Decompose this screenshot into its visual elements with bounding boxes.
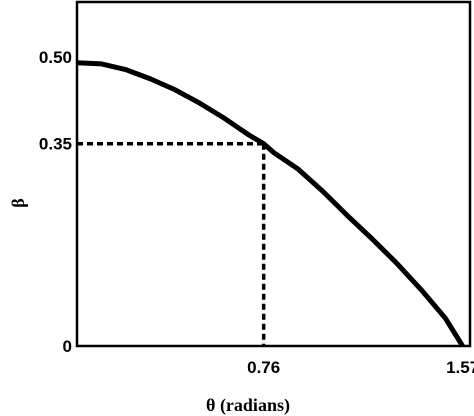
- y-tick-label-0: 0: [63, 337, 72, 356]
- y-tick-label-2: 0.50: [39, 48, 72, 67]
- guide-lines: [77, 141, 266, 346]
- y-axis-label: β: [8, 198, 28, 207]
- series-line-0: [76, 60, 465, 348]
- x-tick-label-0: 0.76: [247, 358, 280, 377]
- x-tick-label-1: 1.57: [446, 358, 474, 377]
- series-layer: [76, 60, 465, 348]
- x-tick-labels: 0.76 1.57: [247, 358, 474, 377]
- y-tick-labels: 0 0.35 0.50: [39, 48, 72, 356]
- y-tick-label-1: 0.35: [39, 135, 72, 154]
- plot-frame: [75, 0, 472, 348]
- x-axis-label: θ (radians): [206, 395, 290, 416]
